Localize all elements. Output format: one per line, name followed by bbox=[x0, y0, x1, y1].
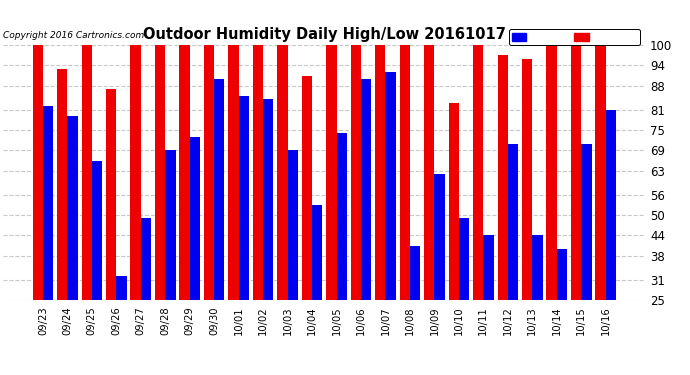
Bar bbox=[239, 96, 249, 300]
Bar bbox=[497, 55, 508, 300]
Bar bbox=[581, 144, 591, 300]
Bar bbox=[312, 205, 322, 300]
Bar bbox=[337, 134, 347, 300]
Bar bbox=[204, 45, 214, 300]
Bar bbox=[595, 45, 606, 300]
Bar bbox=[81, 45, 92, 300]
Bar bbox=[165, 150, 175, 300]
Bar bbox=[361, 79, 371, 300]
Bar bbox=[459, 218, 469, 300]
Bar bbox=[410, 246, 420, 300]
Bar bbox=[557, 249, 567, 300]
Bar bbox=[263, 99, 273, 300]
Bar bbox=[32, 45, 43, 300]
Bar bbox=[190, 137, 200, 300]
Bar bbox=[484, 236, 493, 300]
Bar bbox=[288, 150, 298, 300]
Bar bbox=[386, 72, 396, 300]
Bar bbox=[43, 106, 53, 300]
Bar bbox=[508, 144, 518, 300]
Bar bbox=[130, 45, 141, 300]
Bar bbox=[400, 45, 410, 300]
Bar bbox=[424, 45, 435, 300]
Bar bbox=[141, 218, 151, 300]
Bar bbox=[57, 69, 68, 300]
Legend: Low  (%), High  (%): Low (%), High (%) bbox=[509, 30, 640, 45]
Bar bbox=[68, 116, 78, 300]
Bar bbox=[117, 276, 126, 300]
Bar bbox=[277, 45, 288, 300]
Title: Outdoor Humidity Daily High/Low 20161017: Outdoor Humidity Daily High/Low 20161017 bbox=[143, 27, 506, 42]
Bar bbox=[473, 45, 484, 300]
Bar bbox=[532, 236, 542, 300]
Bar bbox=[606, 110, 616, 300]
Bar bbox=[435, 174, 444, 300]
Bar bbox=[448, 103, 459, 300]
Bar bbox=[302, 76, 312, 300]
Bar bbox=[214, 79, 224, 300]
Text: Copyright 2016 Cartronics.com: Copyright 2016 Cartronics.com bbox=[3, 31, 145, 40]
Bar bbox=[155, 45, 165, 300]
Bar bbox=[326, 45, 337, 300]
Bar bbox=[253, 45, 263, 300]
Bar bbox=[228, 45, 239, 300]
Bar bbox=[92, 160, 102, 300]
Bar bbox=[351, 45, 361, 300]
Bar bbox=[522, 58, 532, 300]
Bar bbox=[179, 45, 190, 300]
Bar bbox=[375, 45, 386, 300]
Bar bbox=[106, 89, 117, 300]
Bar bbox=[546, 45, 557, 300]
Bar bbox=[571, 45, 581, 300]
